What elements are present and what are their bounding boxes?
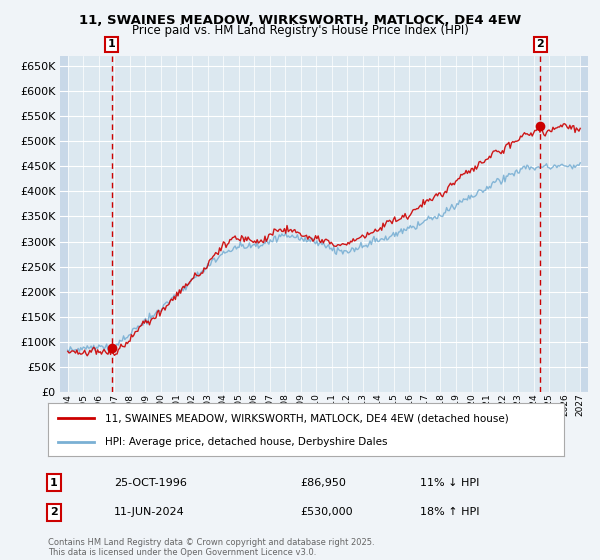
Text: 18% ↑ HPI: 18% ↑ HPI — [420, 507, 479, 517]
Text: Contains HM Land Registry data © Crown copyright and database right 2025.
This d: Contains HM Land Registry data © Crown c… — [48, 538, 374, 557]
Text: 11, SWAINES MEADOW, WIRKSWORTH, MATLOCK, DE4 4EW: 11, SWAINES MEADOW, WIRKSWORTH, MATLOCK,… — [79, 14, 521, 27]
Text: Price paid vs. HM Land Registry's House Price Index (HPI): Price paid vs. HM Land Registry's House … — [131, 24, 469, 36]
Text: 25-OCT-1996: 25-OCT-1996 — [114, 478, 187, 488]
Bar — [60, 56, 68, 392]
Text: 1: 1 — [107, 39, 115, 49]
Text: 11% ↓ HPI: 11% ↓ HPI — [420, 478, 479, 488]
Bar — [580, 56, 588, 392]
Text: £530,000: £530,000 — [300, 507, 353, 517]
Text: £86,950: £86,950 — [300, 478, 346, 488]
Text: HPI: Average price, detached house, Derbyshire Dales: HPI: Average price, detached house, Derb… — [105, 436, 387, 446]
Text: 1: 1 — [50, 478, 58, 488]
Text: 11-JUN-2024: 11-JUN-2024 — [114, 507, 185, 517]
Text: 2: 2 — [50, 507, 58, 517]
Text: 11, SWAINES MEADOW, WIRKSWORTH, MATLOCK, DE4 4EW (detached house): 11, SWAINES MEADOW, WIRKSWORTH, MATLOCK,… — [105, 413, 509, 423]
Text: 2: 2 — [536, 39, 544, 49]
